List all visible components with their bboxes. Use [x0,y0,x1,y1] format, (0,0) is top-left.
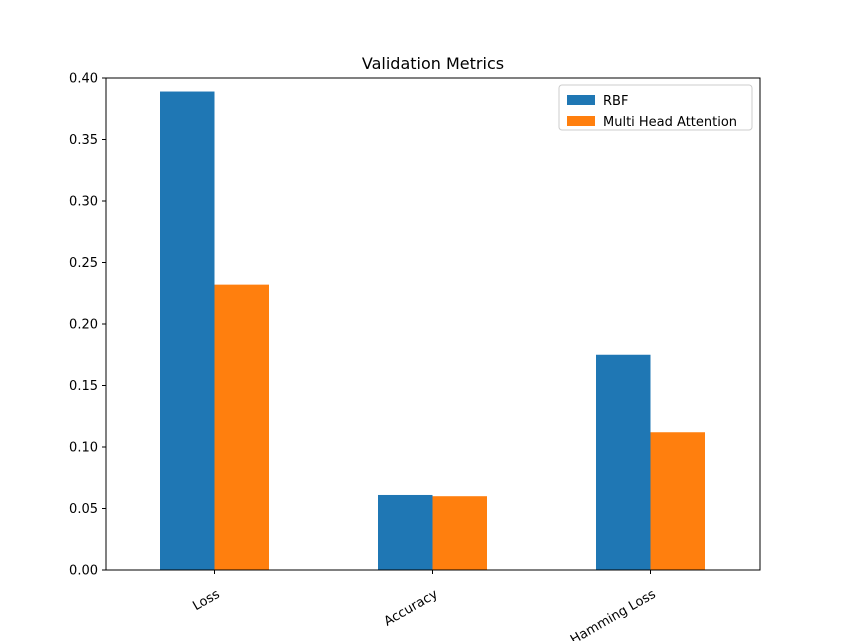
legend-box [558,84,753,131]
y-tick-label: 0.35 [69,133,98,148]
y-tick-label: 0.20 [69,318,98,333]
bar-multi-head-attention-accuracy [432,496,487,570]
x-tick-label: Loss [190,587,222,614]
bar-rbf-hamming-loss [596,354,651,570]
y-tick-label: 0.25 [69,256,98,271]
bar-multi-head-attention-hamming-loss [650,432,705,570]
legend: RBF Multi Head Attention [558,84,753,131]
bars-group [160,91,705,570]
x-tick-label: Accuracy [382,587,441,630]
x-axis: Loss Accuracy Hamming Loss [190,570,659,641]
plot-frame [105,77,761,571]
chart-title: Validation Metrics [362,54,504,73]
legend-swatch [567,95,595,105]
y-tick-label: 0.05 [69,502,98,517]
y-tick-label: 0.30 [69,195,98,210]
legend-swatch [567,116,595,126]
bar-rbf-loss [160,91,215,570]
bar-rbf-accuracy [378,494,433,570]
y-axis: 0.00 0.05 0.10 0.15 0.20 0.25 0.30 0.35 0.40 [69,72,106,579]
y-tick-label: 0.40 [69,72,98,87]
legend-label: RBF [603,94,628,109]
x-tick-label: Hamming Loss [568,587,659,641]
legend-label: Multi Head Attention [603,115,737,130]
y-tick-label: 0.10 [69,441,98,456]
y-tick-label: 0.00 [69,564,98,579]
bar-multi-head-attention-loss [214,284,269,570]
y-tick-label: 0.15 [69,379,98,394]
